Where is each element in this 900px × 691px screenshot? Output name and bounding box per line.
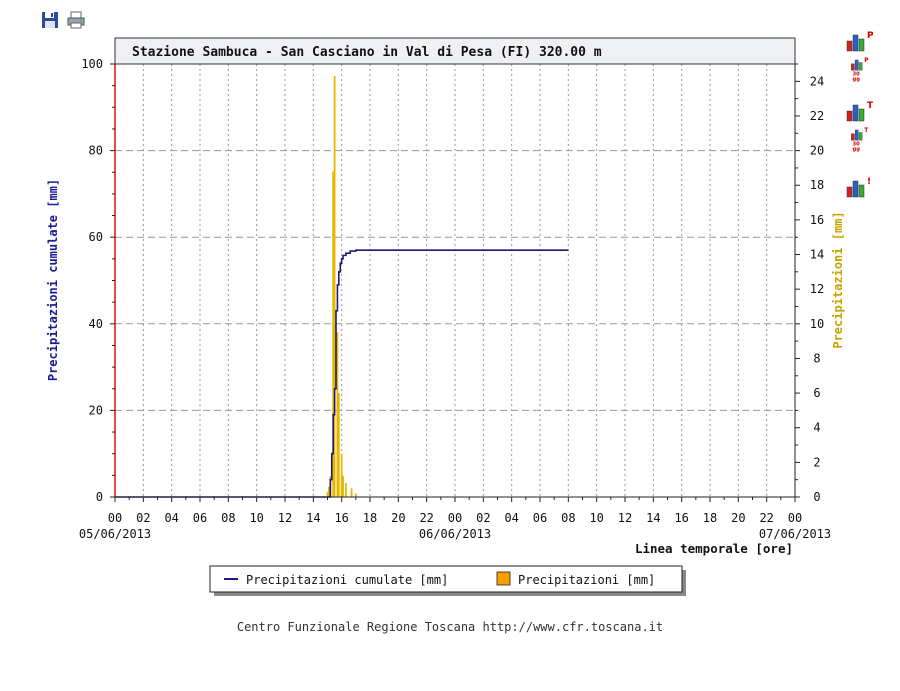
- y-axis-left-label: Precipitazioni cumulate [mm]: [46, 179, 60, 381]
- side-icon-badge: T: [867, 101, 873, 111]
- y-tick-label-right: 0: [813, 490, 820, 504]
- precip-bar: [328, 486, 330, 497]
- side-icon-badge: T: [864, 128, 868, 134]
- side-icon-sublabel: gg: [853, 77, 861, 82]
- y-tick-label-left: 80: [89, 144, 103, 158]
- side-icon-sublabel: gg: [853, 147, 861, 152]
- y-tick-label-left: 20: [89, 403, 103, 417]
- y-tick-label-right: 10: [810, 317, 824, 331]
- precip-bar: [336, 332, 339, 497]
- side-icon-sublabel: 30: [853, 72, 861, 78]
- y-tick-label-right: 16: [810, 213, 824, 227]
- x-tick-label: 14: [646, 511, 660, 525]
- x-tick-label: 08: [561, 511, 575, 525]
- x-tick-label: 20: [731, 511, 745, 525]
- precip-chart-icon[interactable]: P: [845, 28, 873, 54]
- precip-bar: [340, 453, 343, 497]
- printer-icon[interactable]: [66, 10, 86, 30]
- x-tick-label: 10: [589, 511, 603, 525]
- floppy-disk-icon[interactable]: [40, 10, 60, 30]
- x-tick-label: 20: [391, 511, 405, 525]
- chart-title: Stazione Sambuca - San Casciano in Val d…: [132, 45, 602, 60]
- precip-bar: [345, 483, 347, 497]
- precip-bar: [326, 491, 329, 497]
- precip-bar: [354, 493, 357, 497]
- chart-title-box: [114, 37, 796, 65]
- side-icon-badge: P: [867, 31, 873, 41]
- x-tick-label: 06: [193, 511, 207, 525]
- x-tick-label: 18: [363, 511, 377, 525]
- x-tick-label: 16: [674, 511, 688, 525]
- y-tick-label-right: 24: [810, 74, 824, 88]
- precip-bar: [342, 476, 344, 497]
- x-axis-label: Linea temporale [ore]: [635, 541, 793, 556]
- x-tick-label: 14: [306, 511, 320, 525]
- y-tick-label-left: 60: [89, 230, 103, 244]
- legend: Precipitazioni cumulate [mm] Precipitazi…: [209, 565, 686, 596]
- x-tick-label: 06: [533, 511, 547, 525]
- x-tick-label: 02: [136, 511, 150, 525]
- precip-bar: [350, 488, 353, 497]
- y-tick-label-right: 20: [810, 144, 824, 158]
- info-chart-icon[interactable]: !: [845, 174, 873, 200]
- y-tick-label-right: 22: [810, 109, 824, 123]
- side-icon-badge: !: [867, 177, 871, 187]
- y-tick-label-left: 100: [81, 57, 103, 71]
- x-tick-label: 16: [334, 511, 348, 525]
- side-icon-badge: P: [864, 58, 869, 64]
- x-tick-label: 00: [108, 511, 122, 525]
- x-tick-label: 12: [618, 511, 632, 525]
- y-axis-right-label: Precipitazioni [mm]: [831, 211, 845, 348]
- y-tick-label-right: 2: [813, 455, 820, 469]
- y-tick-label-right: 14: [810, 248, 824, 262]
- cumulative-series-line: [115, 249, 569, 498]
- cumulative-line: [115, 249, 569, 498]
- precip-bar: [333, 76, 336, 498]
- x-tick-label: 00: [788, 511, 802, 525]
- x-tick-label: 04: [164, 511, 178, 525]
- x-tick-label: 18: [703, 511, 717, 525]
- temperature-chart-icon[interactable]: T: [845, 98, 873, 124]
- x-tick-label: 22: [419, 511, 433, 525]
- legend-label-cumulative: Precipitazioni cumulate [mm]: [246, 573, 448, 587]
- legend-label-precip: Precipitazioni [mm]: [518, 573, 655, 587]
- y-tick-label-right: 12: [810, 282, 824, 296]
- y-tick-label-right: 4: [813, 421, 820, 435]
- precip-bar: [337, 393, 340, 497]
- x-tick-label: 00: [448, 511, 462, 525]
- footer-credit: Centro Funzionale Regione Toscana http:/…: [236, 620, 664, 634]
- side-icon-sublabel: 30: [853, 142, 861, 148]
- x-tick-label: 04: [504, 511, 518, 525]
- x-tick-label: 10: [249, 511, 263, 525]
- precip-bar: [332, 171, 335, 497]
- grid: [115, 64, 795, 497]
- y-tick-label-right: 18: [810, 178, 824, 192]
- toolbar: [40, 10, 86, 30]
- x-date-label: 06/06/2013: [419, 527, 491, 541]
- x-date-label: 07/06/2013: [759, 527, 831, 541]
- y-tick-label-left: 0: [96, 490, 103, 504]
- x-tick-label: 22: [759, 511, 773, 525]
- y-tick-label-right: 6: [813, 386, 820, 400]
- x-tick-label: 02: [476, 511, 490, 525]
- y-tick-label-right: 8: [813, 351, 820, 365]
- x-tick-label: 12: [278, 511, 292, 525]
- x-date-label: 05/06/2013: [79, 527, 151, 541]
- x-tick-label: 08: [221, 511, 235, 525]
- y-tick-label-left: 40: [89, 317, 103, 331]
- legend-bar-swatch: [496, 571, 511, 586]
